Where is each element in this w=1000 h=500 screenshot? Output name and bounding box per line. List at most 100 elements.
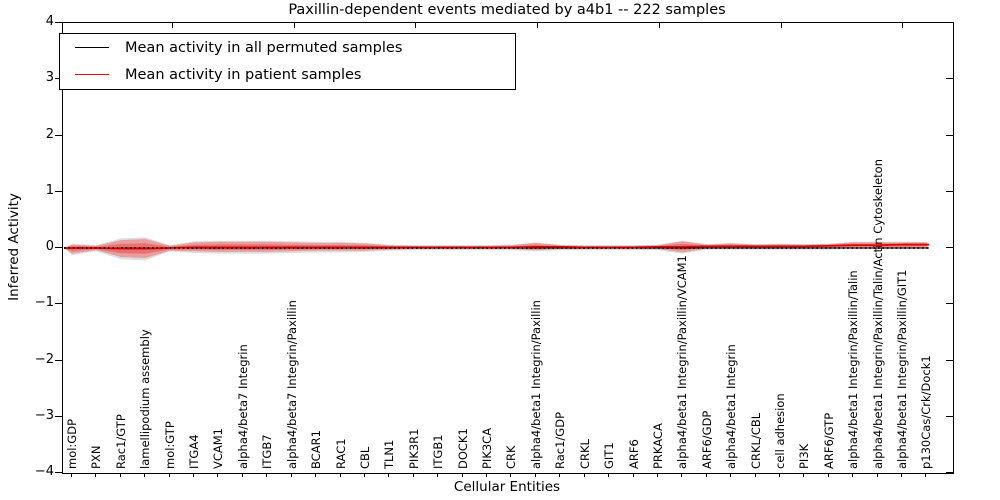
- y-tick-label: −2: [34, 351, 54, 367]
- x-tick-label: CRKL: [577, 439, 592, 469]
- x-tick-label: alpha4/beta7 Integrin: [235, 344, 250, 469]
- y-tick-label: 2: [45, 126, 54, 142]
- legend-item-permuted: Mean activity in all permuted samples: [60, 34, 515, 61]
- tick-mark: [946, 78, 953, 80]
- x-tick-label: lamellipodium assembly: [138, 329, 153, 469]
- tick-mark: [779, 473, 780, 477]
- tick-mark: [681, 473, 683, 477]
- x-tick-label: VCAM1: [211, 427, 226, 469]
- tick-mark: [902, 23, 904, 28]
- x-tick-label: CRK: [504, 445, 519, 469]
- tick-mark: [55, 415, 62, 417]
- tick-mark: [55, 472, 62, 473]
- legend: Mean activity in all permuted samples Me…: [59, 33, 516, 90]
- x-tick-label: BCAR1: [309, 430, 324, 469]
- tick-mark: [803, 473, 805, 477]
- tick-mark: [437, 473, 439, 477]
- tick-mark: [412, 473, 414, 477]
- x-tick-label: p130Cas/Crk/Dock1: [919, 355, 934, 469]
- tick-mark: [608, 473, 610, 477]
- tick-mark: [754, 473, 756, 477]
- x-tick-label: ARF6/GDP: [699, 410, 714, 469]
- x-tick-label: PI3K: [797, 443, 812, 469]
- violin-band-chart: [64, 237, 929, 261]
- x-axis-label: Cellular Entities: [453, 479, 561, 495]
- tick-mark: [363, 473, 365, 477]
- x-tick-label: ARF6/GTP: [821, 412, 836, 469]
- x-tick-label: alpha4/beta7 Integrin/Paxillin: [284, 300, 299, 469]
- tick-mark: [55, 359, 62, 361]
- legend-label: Mean activity in patient samples: [125, 66, 362, 83]
- tick-mark: [388, 473, 390, 477]
- tick-mark: [537, 23, 539, 28]
- x-tick-label: alpha4/beta1 Integrin: [724, 344, 739, 469]
- x-tick-label: ARF6: [626, 439, 641, 469]
- x-tick-label: CRKL/CBL: [748, 412, 763, 469]
- y-tick-label: 4: [45, 14, 54, 29]
- x-tick-label: cell adhesion: [773, 393, 787, 469]
- tick-mark: [193, 473, 195, 477]
- x-tick-label: alpha4/beta1 Integrin/Paxillin: [528, 300, 543, 469]
- tick-mark: [510, 473, 512, 477]
- x-tick-label: ITGA4: [187, 434, 202, 469]
- x-tick-label: mol:GDP: [65, 418, 79, 469]
- tick-mark: [901, 473, 903, 477]
- tick-mark: [852, 473, 854, 477]
- tick-mark: [55, 303, 62, 305]
- tick-mark: [946, 134, 953, 136]
- x-tick-label: alpha4/beta1 Integrin/Paxillin/VCAM1: [675, 255, 690, 469]
- tick-mark: [339, 473, 341, 477]
- tick-mark: [559, 473, 561, 477]
- tick-mark: [946, 472, 953, 473]
- legend-label: Mean activity in all permuted samples: [125, 39, 403, 56]
- y-tick-label: 1: [45, 182, 54, 198]
- x-tick-label: PIK3R1: [406, 428, 421, 470]
- tick-mark: [925, 473, 927, 477]
- tick-mark: [656, 473, 658, 477]
- tick-mark: [946, 303, 953, 305]
- tick-mark: [95, 473, 97, 477]
- x-tick-label: TLN1: [382, 439, 397, 469]
- x-tick-label: PIK3CA: [480, 427, 495, 469]
- tick-mark: [827, 473, 829, 477]
- y-tick-label: −1: [34, 295, 54, 311]
- tick-mark: [55, 22, 62, 23]
- x-tick-label: PRKACA: [650, 423, 665, 469]
- tick-mark: [583, 473, 585, 477]
- tick-mark: [290, 473, 292, 477]
- x-tick-label: Rac1/GTP: [113, 414, 128, 469]
- y-tick-label: −4: [34, 464, 54, 479]
- permuted-band: [64, 237, 929, 261]
- tick-mark: [486, 473, 488, 477]
- permuted-line-swatch: [75, 47, 109, 48]
- x-tick-label: alpha4/beta1 Integrin/Paxillin/Talin/Act…: [870, 159, 885, 469]
- tick-mark: [632, 473, 634, 477]
- x-tick-label: mol:GTP: [162, 421, 177, 469]
- tick-mark: [730, 473, 732, 477]
- x-tick-label: alpha4/beta1 Integrin/Paxillin/GIT1: [895, 269, 910, 469]
- tick-mark: [55, 78, 62, 80]
- tick-mark: [876, 473, 878, 477]
- x-tick-label: CBL: [357, 446, 372, 469]
- tick-mark: [946, 415, 953, 417]
- y-tick-label: 3: [45, 70, 54, 86]
- x-tick-label: ITGB7: [260, 434, 275, 469]
- tick-mark: [705, 473, 707, 477]
- tick-mark: [55, 247, 62, 248]
- tick-mark: [946, 22, 953, 23]
- x-tick-label: ITGB1: [431, 434, 446, 469]
- legend-item-patient: Mean activity in patient samples: [60, 61, 515, 88]
- x-tick-label: DOCK1: [455, 428, 470, 469]
- tick-mark: [266, 473, 268, 477]
- tick-mark: [780, 23, 782, 28]
- tick-mark: [315, 473, 317, 477]
- tick-mark: [241, 473, 243, 477]
- chart-title: Paxillin-dependent events mediated by a4…: [288, 2, 726, 18]
- tick-mark: [144, 473, 146, 477]
- tick-mark: [946, 247, 953, 248]
- tick-mark: [946, 190, 953, 192]
- x-tick-label: RAC1: [333, 438, 348, 469]
- tick-mark: [534, 473, 536, 477]
- tick-mark: [172, 23, 173, 28]
